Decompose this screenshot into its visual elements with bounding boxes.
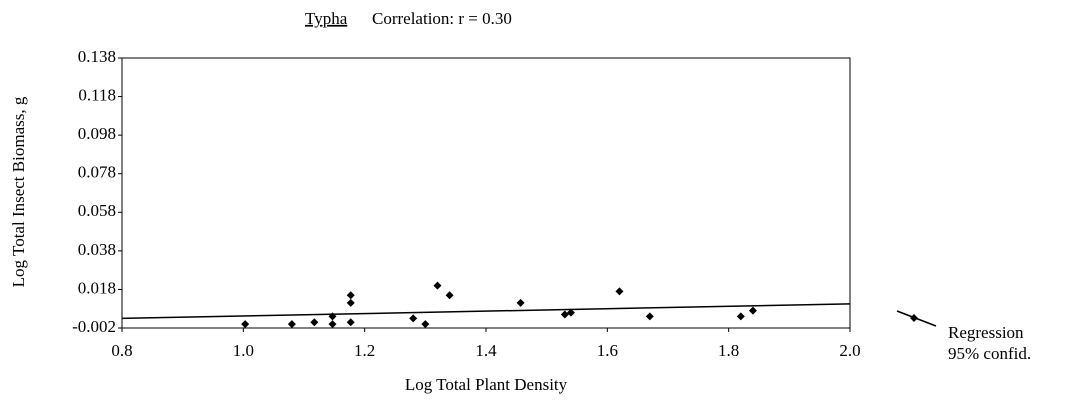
data-point — [445, 291, 454, 300]
data-point — [409, 314, 418, 323]
data-point — [310, 318, 319, 327]
x-tick-label: 1.0 — [233, 341, 254, 360]
data-point — [516, 298, 525, 307]
data-point — [433, 281, 442, 290]
x-axis-label: Log Total Plant Density — [405, 375, 568, 394]
y-tick-label: 0.058 — [78, 201, 116, 220]
data-point — [287, 320, 296, 329]
plot-frame — [121, 57, 851, 329]
data-point — [736, 312, 745, 321]
legend-label: 95% confid. — [948, 344, 1031, 363]
x-tick-label: 1.8 — [718, 341, 739, 360]
data-point — [346, 298, 355, 307]
data-point — [346, 291, 355, 300]
chart-subtitle: Correlation: r = 0.30 — [372, 9, 512, 28]
y-tick-label: 0.078 — [78, 163, 116, 182]
x-tick-label: 2.0 — [839, 341, 860, 360]
y-tick-label: 0.118 — [78, 85, 116, 104]
regression-line — [121, 303, 851, 320]
data-point — [566, 308, 575, 317]
data-point — [328, 320, 337, 329]
data-point — [421, 320, 430, 329]
data-point — [241, 320, 250, 329]
x-tick-label: 1.4 — [475, 341, 497, 360]
y-tick-label: 0.098 — [78, 124, 116, 143]
y-tick-label: 0.018 — [78, 278, 116, 297]
y-tick-label: 0.138 — [78, 47, 116, 66]
legend-marker — [910, 314, 918, 322]
legend-label: Regression — [948, 323, 1024, 342]
x-tick-label: 1.6 — [597, 341, 618, 360]
data-point — [346, 318, 355, 327]
data-point — [645, 312, 654, 321]
data-point — [748, 306, 757, 315]
chart-title: Typha — [305, 9, 348, 28]
data-point — [615, 287, 624, 296]
data-point — [328, 312, 337, 321]
x-tick-label: 0.8 — [111, 341, 132, 360]
data-point — [560, 310, 569, 319]
y-tick-label: -0.002 — [72, 317, 116, 336]
y-axis-label: Log Total Insect Biomass, g — [9, 96, 28, 287]
y-tick-label: 0.038 — [78, 240, 116, 259]
x-tick-label: 1.2 — [354, 341, 375, 360]
